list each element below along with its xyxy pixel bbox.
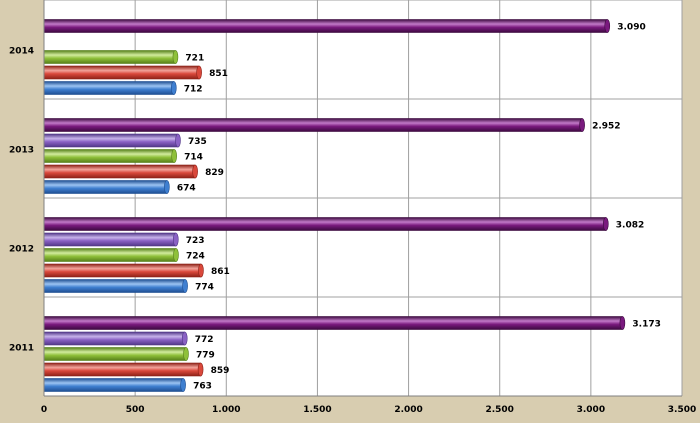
data-label: 763 [193, 382, 212, 392]
data-label: 674 [177, 184, 196, 194]
bar-cap [172, 50, 179, 64]
bar-cap [579, 118, 585, 132]
bar-cap [180, 378, 186, 392]
bar-cap [192, 164, 198, 179]
bar-2013-s4 [43, 133, 179, 148]
bar-2013-s1 [43, 180, 168, 194]
category-label: 2014 [9, 47, 34, 57]
x-tick-label: 500 [126, 405, 145, 415]
bar-2012-s4 [43, 232, 177, 247]
bar-2013-s3 [43, 149, 175, 163]
category-label: 2012 [9, 245, 34, 255]
data-label: 712 [184, 85, 203, 95]
data-label: 735 [188, 137, 207, 147]
data-label: 851 [209, 69, 228, 79]
bar-2013-s2 [43, 164, 196, 179]
bar-cap [181, 331, 188, 346]
category-label: 2011 [9, 344, 34, 354]
bar-2013-s5 [43, 118, 583, 132]
bar-2012-s1 [43, 279, 186, 293]
bar-2011-s3 [43, 347, 187, 361]
bar-2011-s5 [43, 316, 623, 330]
data-label: 3.082 [616, 221, 644, 231]
data-label: 724 [186, 252, 205, 262]
bar-cap [182, 279, 188, 293]
gridlines [43, 0, 683, 397]
bar-cap [197, 362, 204, 377]
bar-cap [170, 81, 177, 95]
bar-cap [175, 133, 181, 148]
data-label: 3.090 [617, 23, 645, 33]
bar-cap [173, 248, 179, 262]
bar-cap [183, 347, 189, 361]
bar-2011-s2 [43, 362, 201, 377]
bar-2014-s5 [43, 19, 608, 33]
bar-2011-s4 [43, 331, 186, 346]
x-tick-label: 1.500 [303, 405, 331, 415]
category-label: 2013 [9, 146, 34, 156]
data-label: 721 [185, 54, 204, 64]
x-tick-label: 2.500 [485, 405, 513, 415]
x-tick-label: 2.000 [394, 405, 422, 415]
data-label: 829 [205, 168, 224, 178]
bar-2014-s2 [43, 65, 200, 80]
data-label: 774 [195, 283, 214, 293]
data-label: 772 [195, 335, 214, 345]
data-label: 861 [211, 267, 230, 277]
data-label: 859 [211, 366, 230, 376]
bar-2012-s3 [43, 248, 177, 262]
bar-cap [164, 180, 170, 194]
bar-2012-s2 [43, 263, 202, 278]
x-tick-label: 1.000 [212, 405, 240, 415]
x-tick-label: 0 [41, 405, 47, 415]
bar-cap [198, 263, 204, 278]
bar-cap [196, 65, 202, 80]
bar-2011-s1 [43, 378, 184, 392]
data-labels: 763 859 779 772 3.173 774 861 724 723 3.082 674 829… [177, 23, 661, 392]
data-label: 779 [196, 351, 215, 361]
bar-cap [619, 316, 626, 330]
data-label: 2.952 [592, 122, 620, 132]
x-tick-label: 3.000 [577, 405, 605, 415]
data-label: 714 [184, 153, 203, 163]
bar-cap [172, 232, 179, 247]
bar-2014-s1 [43, 81, 175, 95]
bar-cap [171, 149, 177, 163]
data-label: 723 [186, 236, 205, 246]
axes: 0 500 1.000 1.500 2.000 2.500 3.000 3.500 2011 20… [9, 0, 696, 415]
bar-2012-s5 [43, 217, 607, 231]
x-tick-label: 3.500 [668, 405, 696, 415]
bar-2014-s3 [43, 50, 176, 64]
data-label: 3.173 [632, 320, 660, 330]
bar-cap [604, 19, 611, 33]
bar-cap [603, 217, 609, 231]
